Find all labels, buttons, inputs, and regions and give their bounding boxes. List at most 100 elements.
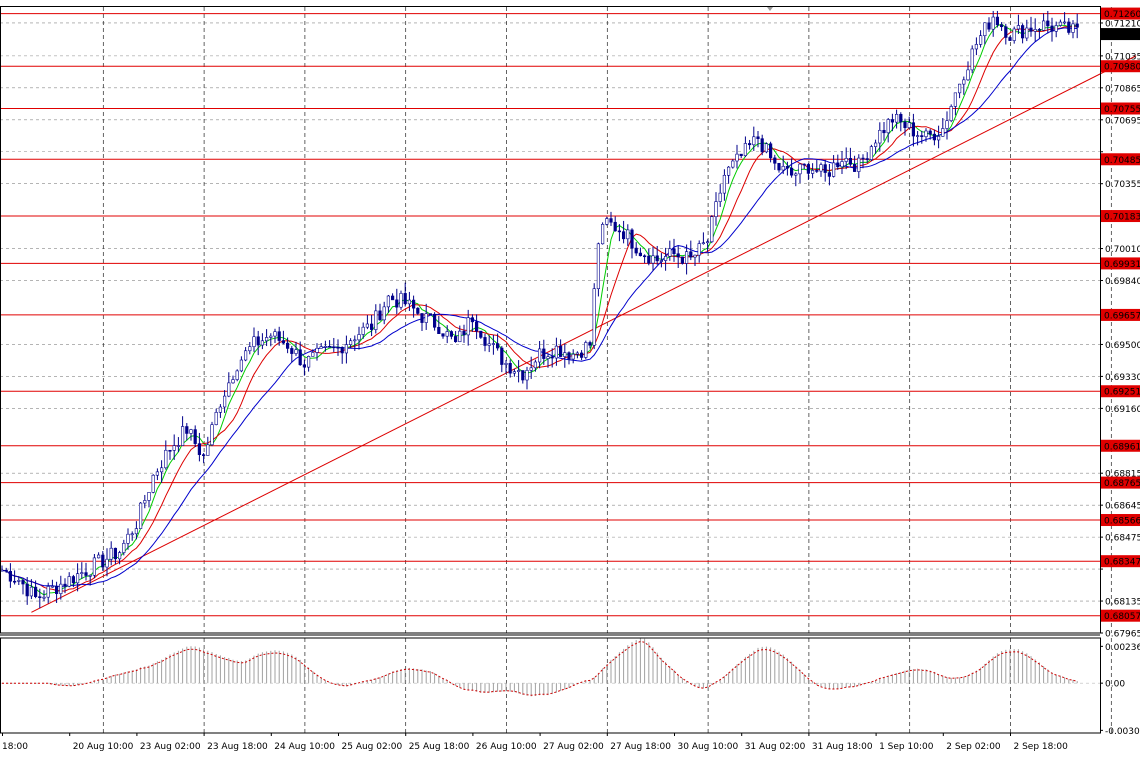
candle-body xyxy=(714,201,718,217)
price-tick-label: 0.68645 xyxy=(1105,502,1140,512)
candle-body xyxy=(260,340,265,346)
candle-body xyxy=(424,313,428,323)
candle-body xyxy=(248,346,252,352)
time-axis: 18:00 20 Aug 10:00 23 Aug 02:00 23 Aug 18:0… xyxy=(2,733,1068,752)
candle-body xyxy=(17,580,21,582)
candle-body xyxy=(739,153,743,156)
moving-average-layer xyxy=(1,23,1078,596)
candle-body xyxy=(621,231,626,240)
candle-body xyxy=(416,307,420,314)
candle-body xyxy=(218,406,223,413)
candle-body xyxy=(155,471,160,476)
candle-body xyxy=(848,158,852,165)
candle-body xyxy=(67,576,71,587)
main-pane-border xyxy=(0,6,1101,634)
candle-body xyxy=(479,330,483,338)
moving-average-line xyxy=(1,25,1078,592)
candle-body xyxy=(613,221,617,232)
candle-body xyxy=(768,143,773,159)
candle-body xyxy=(202,454,206,456)
candle-body xyxy=(542,348,546,359)
candle-body xyxy=(634,247,638,254)
candle-body xyxy=(1046,20,1050,27)
candle-body xyxy=(315,347,319,353)
candle-body xyxy=(550,356,554,359)
level-label: 0.70980 xyxy=(1104,63,1140,73)
candle-body xyxy=(386,295,391,308)
candle-body xyxy=(999,24,1004,28)
candle-body xyxy=(857,157,861,172)
time-tick-label: 23 Aug 18:00 xyxy=(207,742,268,752)
candle-body xyxy=(487,343,491,346)
time-tick-label: 27 Aug 02:00 xyxy=(543,742,604,752)
candle-body xyxy=(756,136,760,139)
candle-body xyxy=(605,218,609,225)
price-tick-label: 0.70865 xyxy=(1105,84,1140,94)
candle-body xyxy=(726,166,731,176)
candle-body xyxy=(453,336,458,343)
level-label: 0.70755 xyxy=(1104,105,1140,115)
candle-body xyxy=(264,337,269,342)
level-label-bg xyxy=(1101,609,1140,622)
candle-body xyxy=(1075,23,1079,28)
level-label: 0.68057 xyxy=(1104,612,1140,622)
scroll-marker-icon xyxy=(767,7,773,11)
trendline-layer xyxy=(31,55,1137,613)
candle-body xyxy=(752,136,756,146)
candle-body xyxy=(773,157,777,164)
candle-body xyxy=(277,331,281,341)
level-label-bg xyxy=(1101,439,1140,452)
candle-body xyxy=(521,370,525,381)
time-tick-label: 30 Aug 10:00 xyxy=(678,742,739,752)
candle-body xyxy=(1071,23,1075,33)
candle-body xyxy=(567,352,571,360)
candle-body xyxy=(1025,27,1029,39)
time-tick-label: 2 Sep 02:00 xyxy=(946,742,1001,752)
candle-body xyxy=(29,586,34,597)
candle-body xyxy=(428,313,433,315)
time-tick-label: 27 Aug 18:00 xyxy=(610,742,671,752)
time-tick-label: 18:00 xyxy=(2,742,28,752)
candle-body xyxy=(558,345,563,357)
time-tick-label: 31 Aug 02:00 xyxy=(745,742,806,752)
candle-body xyxy=(46,586,50,598)
candle-body xyxy=(554,345,558,359)
candle-body xyxy=(575,352,579,355)
candle-body xyxy=(122,543,126,553)
candle-body xyxy=(244,350,248,361)
candle-body xyxy=(21,580,25,585)
candle-body xyxy=(689,251,693,258)
candle-body xyxy=(789,167,794,176)
candle-body xyxy=(59,583,63,594)
candle-body xyxy=(319,346,323,349)
price-tick-label: 0.70355 xyxy=(1105,180,1140,190)
osc-pane-border xyxy=(0,637,1101,734)
candle-body xyxy=(508,363,512,374)
candle-body xyxy=(420,313,424,323)
candle-body xyxy=(4,569,8,572)
candle-body xyxy=(474,321,479,332)
candle-body xyxy=(815,170,819,172)
candle-body xyxy=(735,153,739,162)
candle-body xyxy=(525,370,529,381)
candle-body xyxy=(1004,26,1008,38)
level-label-bg xyxy=(1101,7,1140,20)
candle-body xyxy=(701,242,705,245)
candle-body xyxy=(353,339,357,342)
candle-body xyxy=(113,547,117,560)
candle-body xyxy=(983,22,987,37)
candle-body xyxy=(718,192,722,202)
candle-body xyxy=(869,146,873,160)
candle-body xyxy=(491,343,496,345)
candle-body xyxy=(369,323,374,330)
candle-body xyxy=(411,299,416,309)
candle-body xyxy=(1037,29,1041,31)
candle-body xyxy=(71,576,75,584)
candle-body xyxy=(311,352,315,357)
level-label: 0.71260 xyxy=(1104,10,1140,20)
candle-body xyxy=(844,158,848,162)
candle-body xyxy=(899,114,903,123)
candle-body xyxy=(126,533,130,544)
